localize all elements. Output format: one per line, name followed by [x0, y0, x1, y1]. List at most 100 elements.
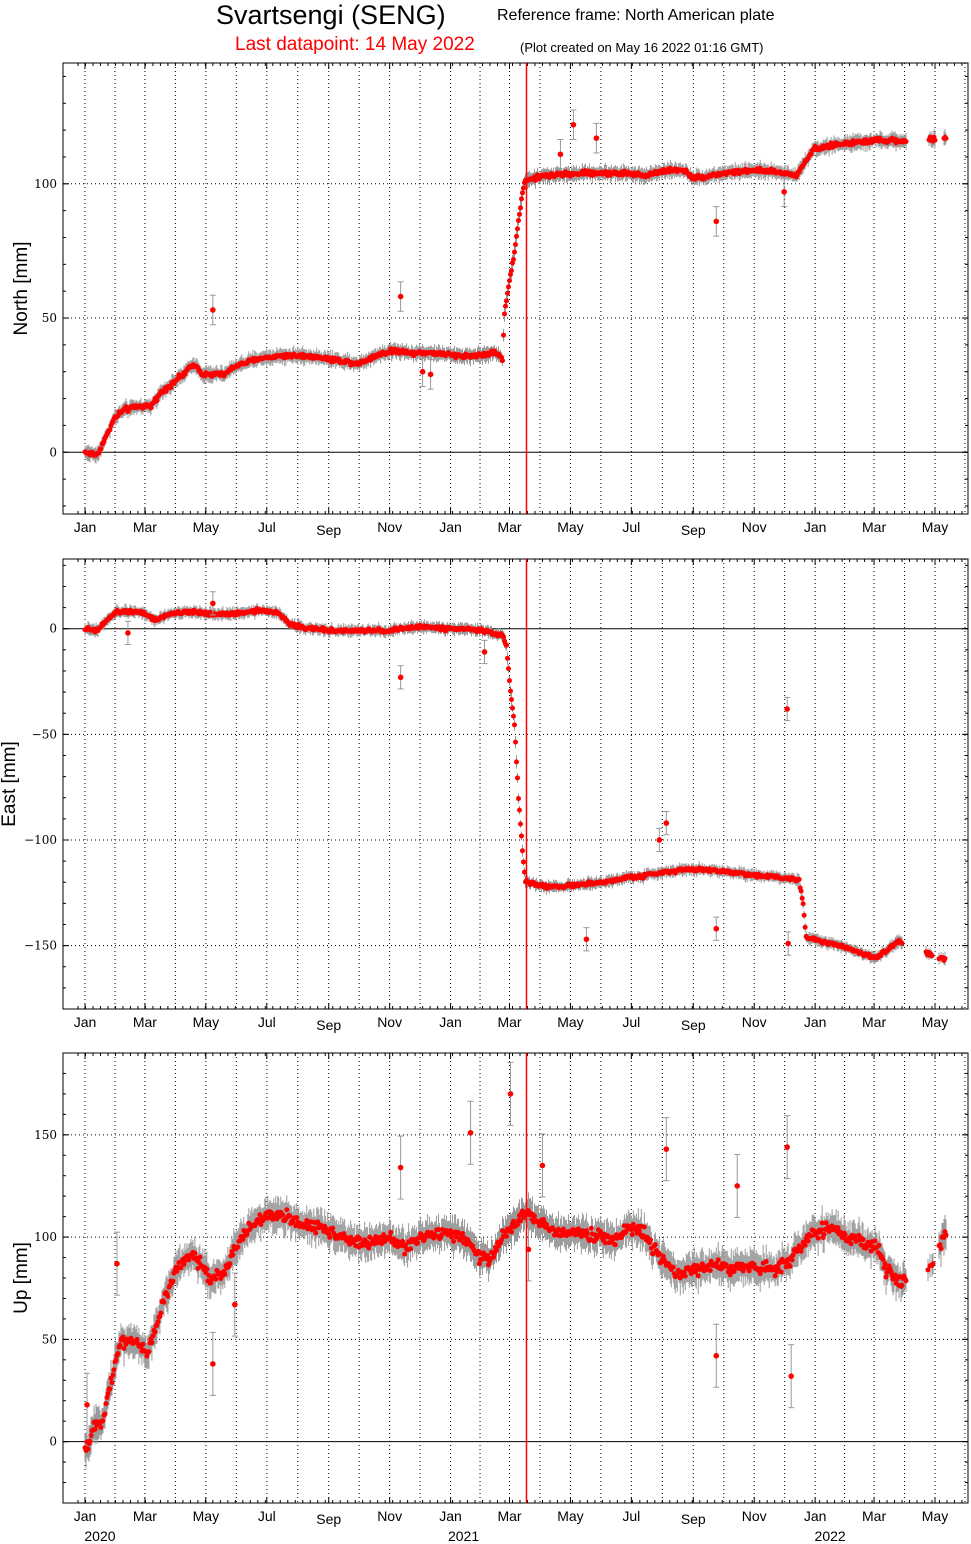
north-data-point — [107, 427, 113, 433]
east-month-label: Jan — [804, 1014, 827, 1030]
east-data-point — [514, 775, 520, 781]
east-data-point — [802, 924, 808, 930]
north-outlier-point — [210, 307, 216, 313]
east-month-label: Nov — [742, 1014, 767, 1030]
year-label: 2020 — [84, 1528, 115, 1544]
up-axis-label: Up [mm] — [11, 1242, 32, 1314]
north-frame — [62, 62, 969, 515]
east-data-point — [511, 722, 517, 728]
east-ytick-label: 0 — [49, 622, 57, 636]
year-label: 2022 — [815, 1528, 846, 1544]
east-data-point — [800, 901, 806, 907]
up-frame — [62, 1052, 969, 1504]
east-data-point — [520, 859, 526, 865]
east-data-point — [942, 955, 948, 961]
north-data-point — [502, 311, 508, 317]
east-data-point — [512, 739, 518, 745]
east-month-label: Jul — [622, 1014, 640, 1030]
east-data-point — [507, 688, 513, 694]
north-data-point — [519, 190, 525, 196]
north-month-label: Jul — [258, 519, 276, 535]
up-month-label: Nov — [377, 1508, 402, 1524]
up-ytick-label: 50 — [42, 1332, 57, 1346]
east-month-label: Sep — [681, 1017, 706, 1033]
north-data-point — [505, 290, 511, 296]
east-month-label: May — [922, 1014, 948, 1030]
up-month-label: May — [193, 1508, 219, 1524]
north-data-point — [515, 218, 521, 224]
north-data-point — [510, 256, 516, 262]
east-data-point — [801, 912, 807, 918]
east-data-point — [519, 848, 525, 854]
up-month-label: Jan — [74, 1508, 97, 1524]
up-ytick-label: 150 — [34, 1128, 57, 1142]
north-month-label: Mar — [133, 519, 157, 535]
east-outlier-point — [583, 936, 590, 943]
up-month-label: Sep — [681, 1511, 706, 1527]
north-month-label: Nov — [742, 519, 767, 535]
north-ytick-label: 50 — [42, 311, 57, 325]
east-data-point — [506, 666, 512, 672]
north-data-point — [168, 385, 174, 391]
north-month-label: Mar — [862, 519, 886, 535]
north-outlier-point — [419, 368, 426, 375]
up-month-label: Mar — [862, 1508, 886, 1524]
east-data-point — [510, 713, 516, 719]
up-month-label: Jan — [804, 1508, 827, 1524]
north-month-label: May — [193, 519, 219, 535]
east-outlier-point — [663, 820, 670, 826]
east-data-point — [899, 940, 905, 946]
north-data-point — [514, 226, 520, 232]
east-axis-label: East [mm] — [0, 741, 20, 827]
north-data-point — [512, 242, 518, 248]
up-month-label: May — [557, 1508, 583, 1524]
east-month-label: Mar — [133, 1014, 157, 1030]
north-data-point — [506, 284, 512, 290]
east-ytick-label: −50 — [32, 727, 57, 741]
north-axis-label: North [mm] — [11, 242, 32, 336]
north-data-point — [154, 398, 160, 404]
reference-frame-label: Reference frame: North American plate — [497, 7, 775, 24]
north-data-point — [932, 137, 938, 143]
north-data-point — [148, 405, 154, 411]
north-outlier-point — [593, 135, 600, 141]
east-month-label: Jan — [74, 1014, 97, 1030]
east-month-label: Mar — [862, 1014, 886, 1030]
north-data-point — [501, 332, 507, 338]
up-month-label: May — [922, 1508, 948, 1524]
east-outlier-point — [397, 674, 404, 681]
north-ytick-label: 0 — [49, 445, 57, 459]
east-data-point — [507, 678, 513, 684]
east-outlier-point — [210, 600, 216, 607]
north-data-point — [516, 211, 522, 217]
east-outlier-point — [785, 940, 791, 947]
north-data-point — [504, 298, 510, 304]
up-month-label: Nov — [742, 1508, 767, 1524]
east-data-point — [508, 696, 514, 702]
chart-header: Svartsengi (SENG) Reference frame: North… — [0, 0, 971, 62]
north-data-point — [517, 205, 523, 211]
east-data-point — [509, 705, 515, 711]
north-ytick-label: 100 — [34, 177, 57, 191]
north-outlier-point — [713, 218, 720, 225]
east-month-label: May — [557, 1014, 583, 1030]
north-month-label: Sep — [681, 522, 706, 538]
north-month-label: Nov — [377, 519, 402, 535]
north-month-label: May — [922, 519, 948, 535]
north-data-point — [507, 278, 513, 284]
north-month-label: May — [557, 519, 583, 535]
east-month-label: Nov — [377, 1014, 402, 1030]
east-month-label: Jan — [439, 1014, 462, 1030]
plot-created-label: (Plot created on May 16 2022 01:16 GMT) — [520, 40, 764, 55]
north-outlier-point — [427, 371, 434, 378]
north-month-label: Jul — [622, 519, 640, 535]
up-month-label: Jan — [439, 1508, 462, 1524]
north-data-point — [500, 358, 506, 364]
north-month-label: Mar — [497, 519, 521, 535]
east-outlier-point — [125, 630, 131, 636]
up-ytick-label: 0 — [49, 1435, 57, 1449]
north-series — [82, 109, 949, 464]
east-data-point — [799, 895, 805, 901]
east-ytick-label: −100 — [24, 833, 57, 847]
up-series — [82, 1061, 949, 1469]
